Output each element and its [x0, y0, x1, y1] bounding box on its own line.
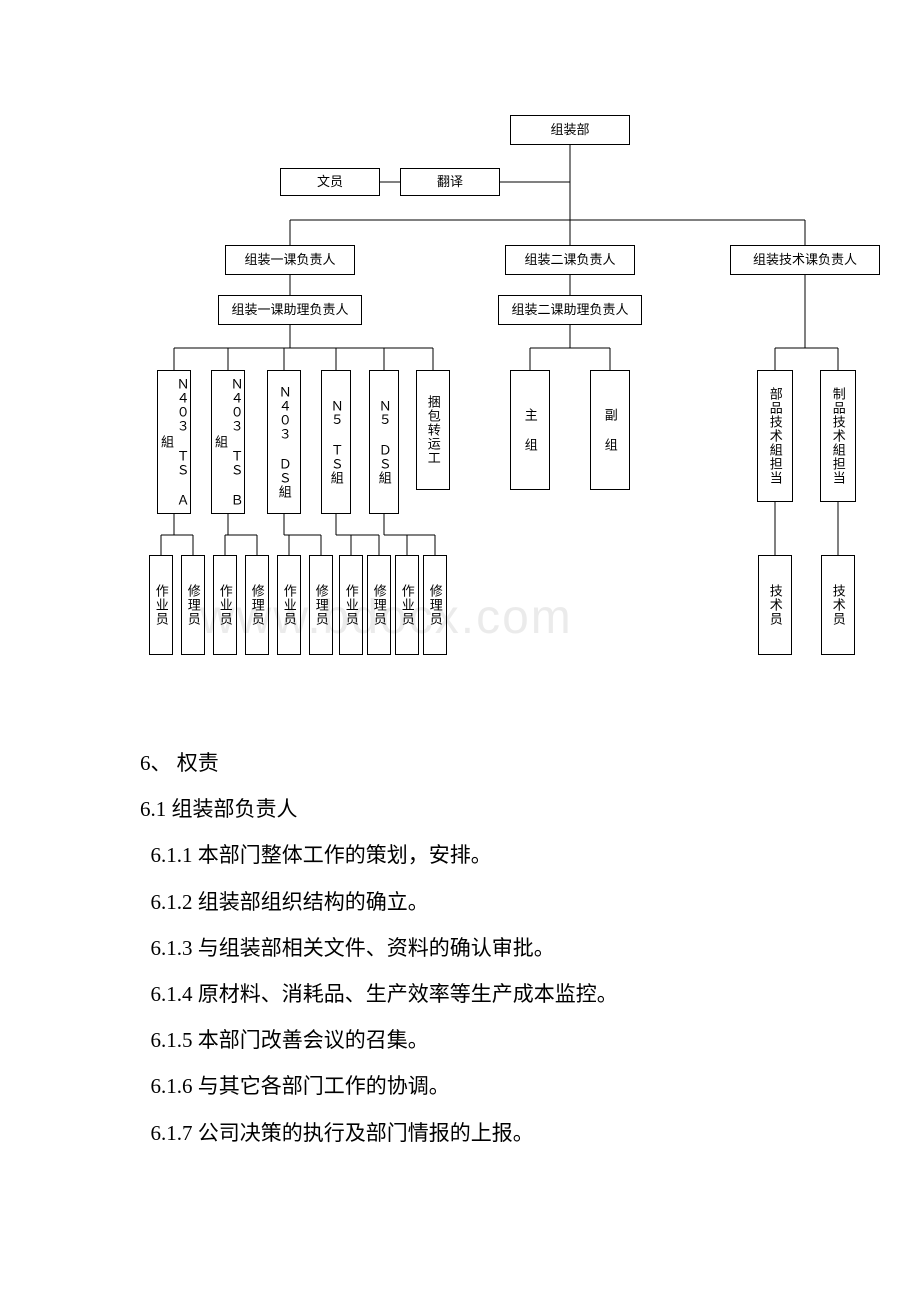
node-label: 修理员: [313, 584, 329, 626]
node-clerk: 文员: [280, 168, 380, 196]
node-w5b: 修理员: [423, 555, 447, 655]
node-label: 组装二课助理负责人: [511, 302, 628, 318]
node-t2: 技术员: [821, 555, 855, 655]
node-w2a: 作业员: [213, 555, 237, 655]
node-label: 捆包转运工: [425, 395, 441, 465]
node-t1: 技术员: [758, 555, 792, 655]
node-label: 修理员: [185, 584, 201, 626]
item-6-1-5: 6.1.5 本部门改善会议的召集。: [140, 1017, 780, 1063]
node-sec1: 组装一课负责人: [225, 245, 355, 275]
node-label: Ｎ４０３ ＴＳ Ａ組: [158, 373, 189, 511]
node-g6: 捆包转运工: [416, 370, 450, 490]
node-label: Ｎ４０３ ＤＳ組: [276, 385, 292, 499]
node-translator: 翻译: [400, 168, 500, 196]
node-label: 作业员: [153, 584, 169, 626]
node-root: 组装部: [510, 115, 630, 145]
node-w1a: 作业员: [149, 555, 173, 655]
node-label: 技术员: [830, 584, 846, 626]
node-sec1a: 组装一课助理负责人: [218, 295, 362, 325]
node-g2: Ｎ４０３ ＴＳ Ｂ組: [211, 370, 245, 514]
node-label: 翻译: [437, 174, 463, 190]
node-label: Ｎ４０３ ＴＳ Ｂ組: [212, 373, 243, 511]
node-label: 文员: [317, 174, 343, 190]
item-6-1-2: 6.1.2 组装部组织结构的确立。: [140, 879, 780, 925]
node-w2b: 修理员: [245, 555, 269, 655]
node-sec3: 组装技术课负责人: [730, 245, 880, 275]
node-sec2a: 组装二课助理负责人: [498, 295, 642, 325]
node-label: 作业员: [217, 584, 233, 626]
node-g4: Ｎ５ ＴＳ組: [321, 370, 351, 514]
node-label: 修理员: [371, 584, 387, 626]
node-w5a: 作业员: [395, 555, 419, 655]
node-g7: 主 组: [510, 370, 550, 490]
node-label: 修理员: [249, 584, 265, 626]
node-label: 主 组: [522, 408, 538, 452]
item-6-1-1: 6.1.1 本部门整体工作的策划，安排。: [140, 832, 780, 878]
node-g5: Ｎ５ ＤＳ組: [369, 370, 399, 514]
node-g1: Ｎ４０３ ＴＳ Ａ組: [157, 370, 191, 514]
item-6-1-3: 6.1.3 与组装部相关文件、资料的确认审批。: [140, 925, 780, 971]
node-g9: 部品技术組担当: [757, 370, 793, 502]
node-w4b: 修理员: [367, 555, 391, 655]
node-sec2: 组装二课负责人: [505, 245, 635, 275]
node-label: 技术员: [767, 584, 783, 626]
node-label: 组装一课助理负责人: [231, 302, 348, 318]
node-label: 组装技术课负责人: [753, 252, 857, 268]
node-label: 作业员: [399, 584, 415, 626]
node-w4a: 作业员: [339, 555, 363, 655]
node-label: Ｎ５ ＤＳ組: [376, 399, 392, 485]
node-g10: 制品技术組担当: [820, 370, 856, 502]
node-w3a: 作业员: [277, 555, 301, 655]
item-6-1-4: 6.1.4 原材料、消耗品、生产效率等生产成本监控。: [140, 971, 780, 1017]
node-label: 副 组: [602, 408, 618, 452]
node-w3b: 修理员: [309, 555, 333, 655]
node-label: 组装一课负责人: [244, 252, 335, 268]
heading-6-1: 6.1 组装部负责人: [140, 786, 780, 832]
node-label: Ｎ５ ＴＳ組: [328, 399, 344, 485]
node-g3: Ｎ４０３ ＤＳ組: [267, 370, 301, 514]
item-6-1-7: 6.1.7 公司决策的执行及部门情报的上报。: [140, 1110, 780, 1156]
node-label: 修理员: [427, 584, 443, 626]
heading-6: 6、 权责: [140, 740, 780, 786]
item-6-1-6: 6.1.6 与其它各部门工作的协调。: [140, 1063, 780, 1109]
org-chart: 组装部 文员 翻译 组装一课负责人 组装二课负责人 组装技术课负责人 组装一课助…: [0, 0, 920, 700]
node-label: 作业员: [281, 584, 297, 626]
text-section: 6、 权责 6.1 组装部负责人 6.1.1 本部门整体工作的策划，安排。 6.…: [0, 700, 920, 1216]
node-label: 作业员: [343, 584, 359, 626]
node-w1b: 修理员: [181, 555, 205, 655]
node-g8: 副 组: [590, 370, 630, 490]
node-label: 制品技术組担当: [830, 387, 846, 485]
node-label: 组装部: [550, 122, 589, 138]
node-label: 部品技术組担当: [767, 387, 783, 485]
node-label: 组装二课负责人: [524, 252, 615, 268]
